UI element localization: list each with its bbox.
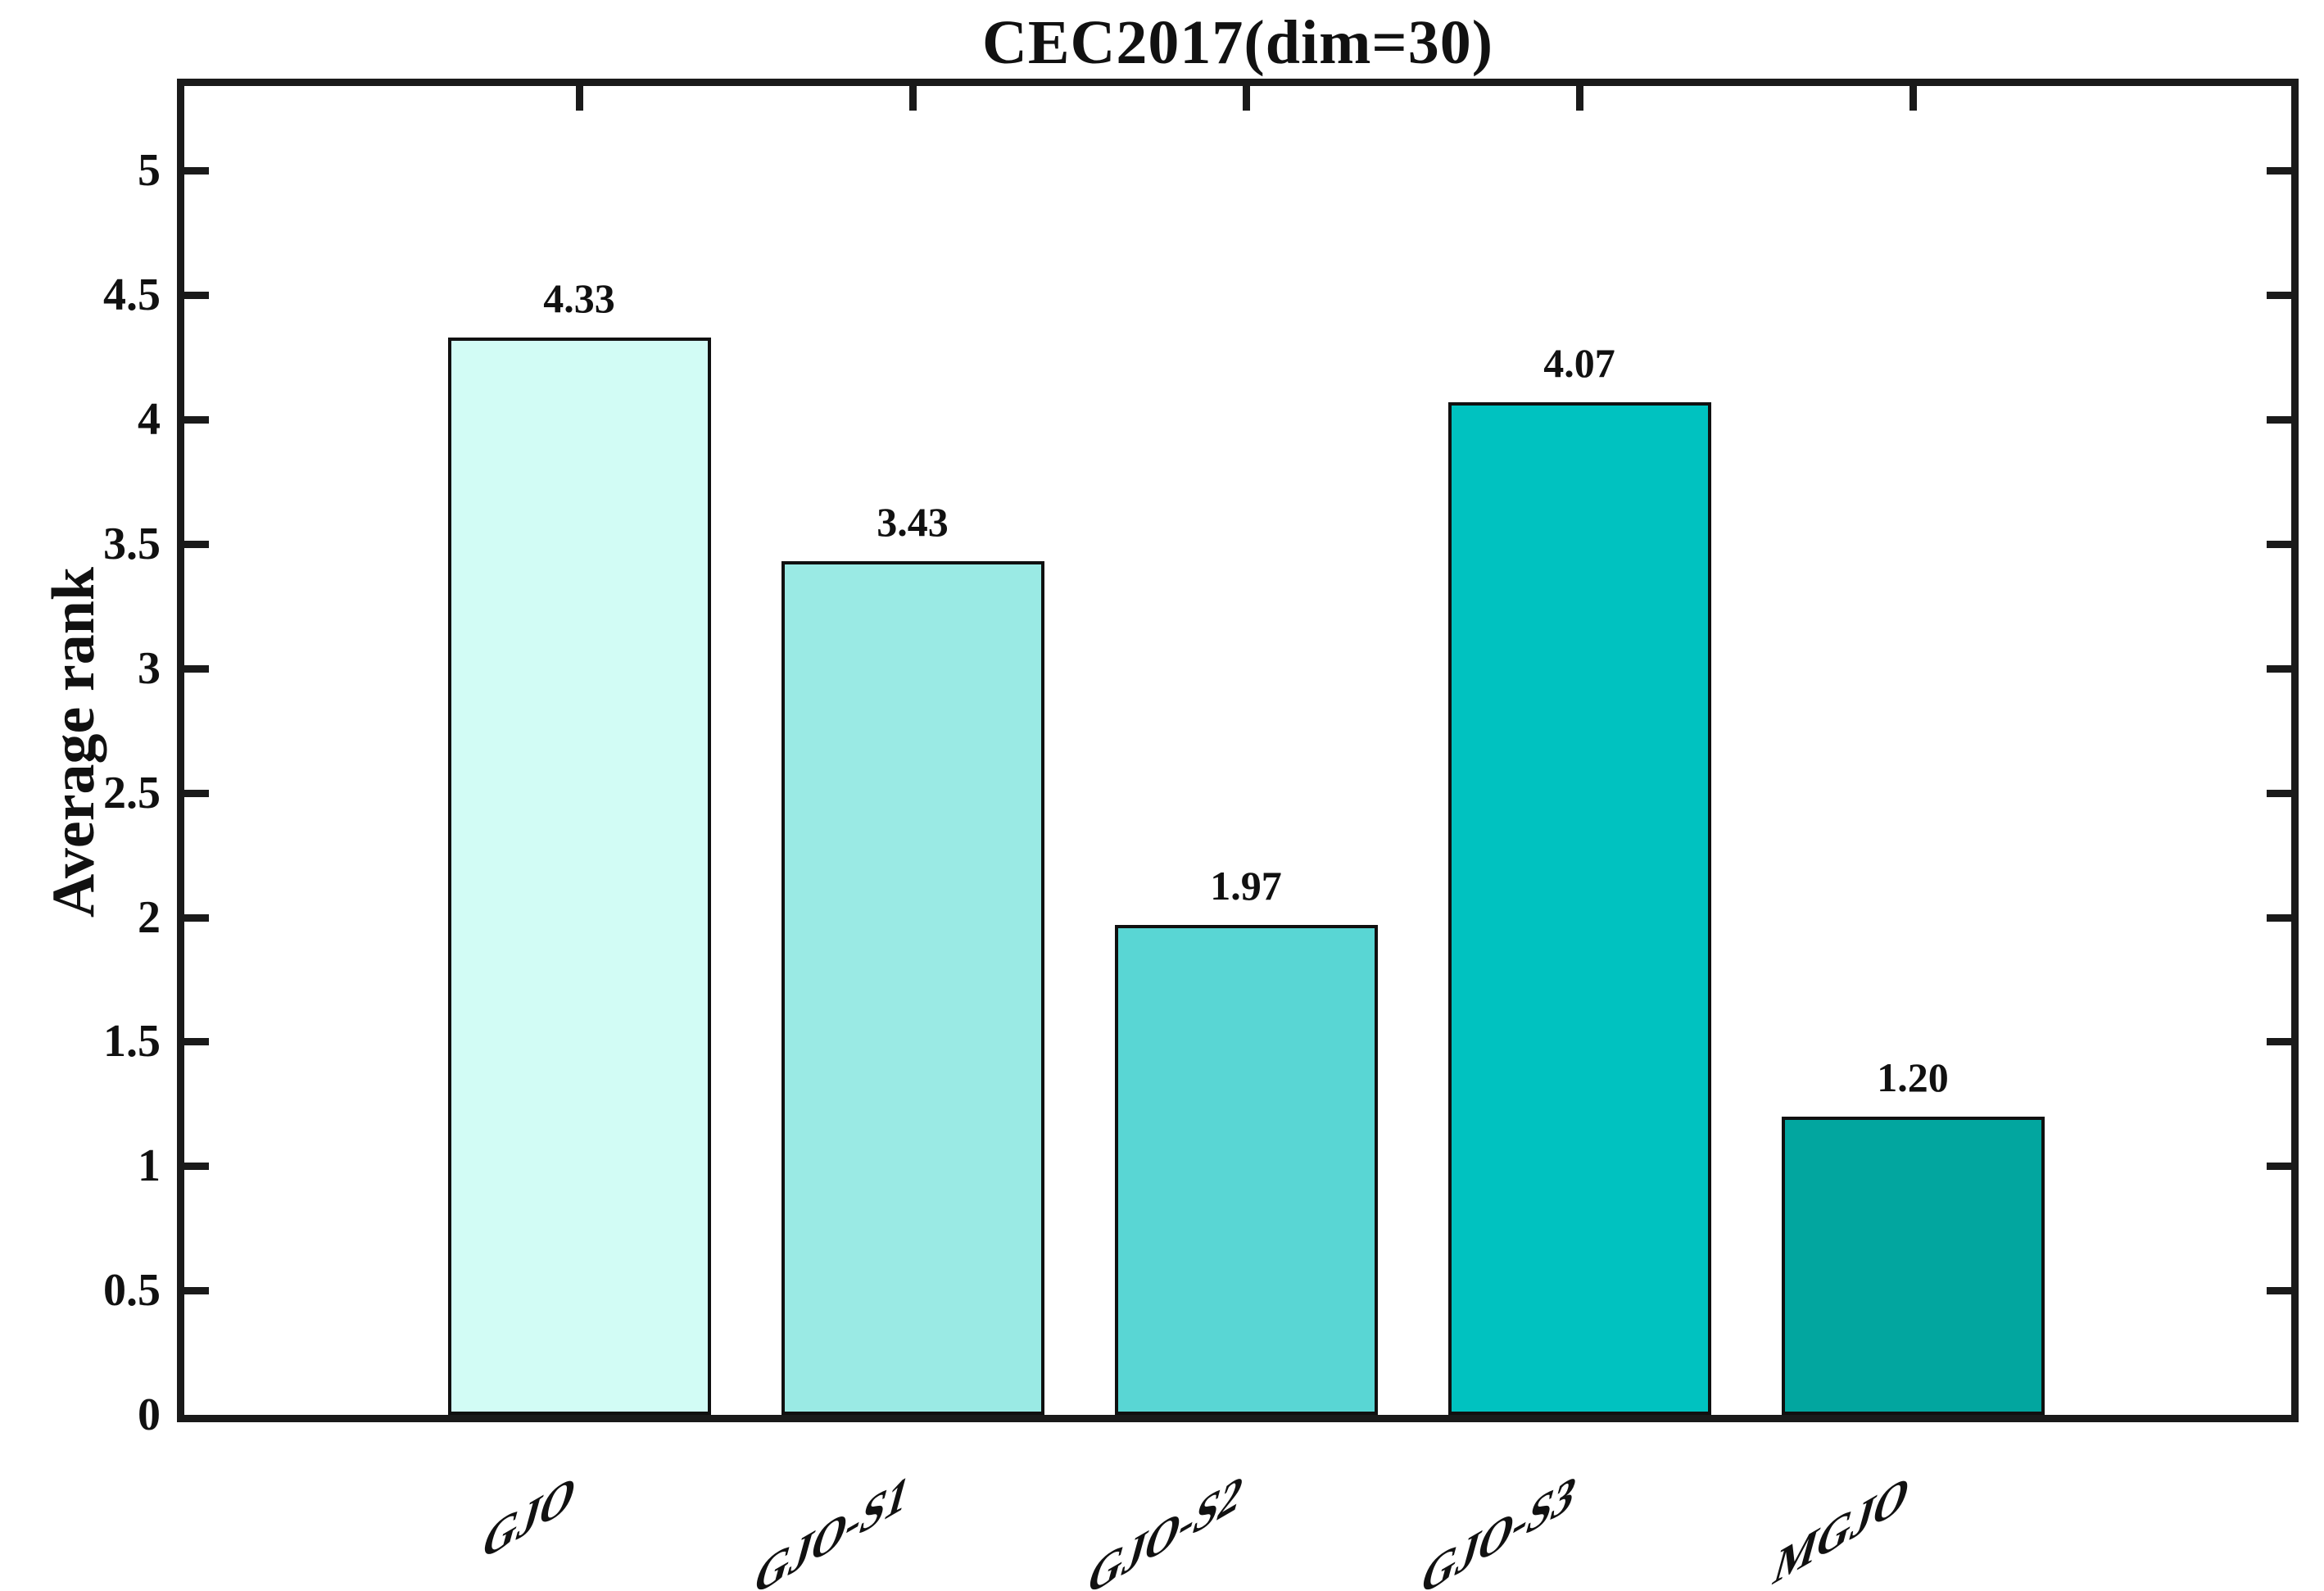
x-tick-label-MGJO: MGJO xyxy=(1767,1462,1917,1591)
x-tick-top xyxy=(1909,86,1917,111)
y-tick-label: 5 xyxy=(138,145,161,196)
y-tick-left xyxy=(184,664,209,673)
y-tick-left xyxy=(184,1286,209,1294)
y-tick-right xyxy=(2267,291,2291,299)
y-tick-label: 2 xyxy=(138,892,161,943)
y-tick-right xyxy=(2267,1037,2291,1045)
y-tick-label: 1.5 xyxy=(103,1016,161,1067)
bar-GJO-S3 xyxy=(1447,402,1711,1415)
y-tick-left xyxy=(184,1037,209,1045)
y-tick-left xyxy=(184,789,209,797)
y-tick-label: 4 xyxy=(138,394,161,445)
y-tick-right xyxy=(2267,913,2291,922)
bar-value-label: 4.07 xyxy=(1543,340,1615,386)
bar-GJO-S2 xyxy=(1114,925,1378,1415)
y-tick-label: 0.5 xyxy=(103,1265,161,1316)
bar-value-label: 3.43 xyxy=(877,499,949,545)
bar-value-label: 4.33 xyxy=(543,275,615,321)
chart-title: CEC2017(dim=30) xyxy=(981,8,1494,77)
x-tick-label-GJO-S1: GJO-S1 xyxy=(747,1462,917,1591)
x-tick-top xyxy=(908,86,917,111)
y-tick-right xyxy=(2267,540,2291,548)
y-tick-label: 4.5 xyxy=(103,270,161,320)
x-tick-top xyxy=(1575,86,1583,111)
y-tick-left xyxy=(184,1162,209,1170)
bar-MGJO xyxy=(1781,1117,2045,1415)
y-tick-right xyxy=(2267,1162,2291,1170)
x-tick-label-GJO-S3: GJO-S3 xyxy=(1414,1462,1583,1591)
y-tick-right xyxy=(2267,1286,2291,1294)
y-tick-left xyxy=(184,415,209,424)
y-tick-right xyxy=(2267,166,2291,175)
y-tick-right xyxy=(2267,415,2291,424)
y-tick-label: 0 xyxy=(138,1389,161,1440)
bar-value-label: 1.97 xyxy=(1210,863,1282,909)
x-tick-top xyxy=(575,86,583,111)
y-tick-label: 1 xyxy=(138,1140,161,1191)
y-tick-right xyxy=(2267,789,2291,797)
y-tick-label: 2.5 xyxy=(103,768,161,818)
y-tick-left xyxy=(184,540,209,548)
x-tick-label-GJO-S2: GJO-S2 xyxy=(1080,1462,1250,1591)
y-tick-left xyxy=(184,913,209,922)
y-tick-label: 3 xyxy=(138,643,161,694)
y-tick-label: 3.5 xyxy=(103,519,161,569)
x-tick-top xyxy=(1242,86,1250,111)
y-tick-left xyxy=(184,291,209,299)
bar-value-label: 1.20 xyxy=(1877,1054,1949,1100)
bar-GJO-S1 xyxy=(781,561,1044,1415)
bar-GJO xyxy=(447,338,711,1415)
x-tick-label-GJO: GJO xyxy=(475,1462,583,1573)
y-tick-right xyxy=(2267,664,2291,673)
y-tick-left xyxy=(184,166,209,175)
